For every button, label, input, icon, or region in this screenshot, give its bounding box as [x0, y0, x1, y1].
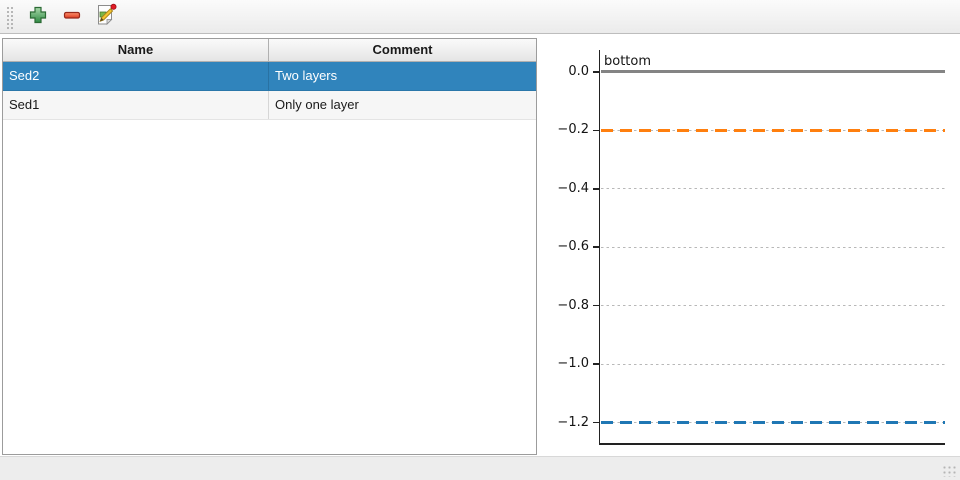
edit-button[interactable]	[91, 2, 121, 32]
toolbar-drag-handle[interactable]	[5, 4, 13, 29]
y-tick-label: −0.6	[557, 239, 589, 255]
y-tick-mark	[593, 363, 600, 365]
minus-icon	[61, 4, 83, 29]
table-header: Name Comment	[3, 39, 536, 62]
edit-pencil-icon	[94, 3, 118, 30]
cell-name: Sed2	[3, 62, 269, 90]
x-axis-spine	[598, 443, 945, 445]
table-row-sed2[interactable]: Sed2 Two layers	[3, 62, 536, 91]
y-tick-mark	[593, 246, 600, 248]
y-tick-mark	[593, 188, 600, 190]
y-axis-spine	[598, 50, 600, 444]
series-blue-dashed-level	[601, 421, 945, 425]
y-tick-label: −1.2	[557, 414, 589, 430]
series-bottom-level	[601, 70, 945, 74]
cell-comment: Only one layer	[275, 97, 359, 112]
column-header-name[interactable]: Name	[3, 39, 269, 61]
y-tick-label: −1.0	[557, 356, 589, 372]
gridline	[601, 188, 945, 190]
cell-name: Sed1	[3, 91, 269, 119]
y-tick-mark	[593, 129, 600, 132]
gridline	[601, 305, 945, 307]
cell-comment: Two layers	[275, 68, 338, 83]
y-tick-label: 0.0	[568, 63, 589, 79]
toolbar	[0, 0, 960, 34]
remove-button[interactable]	[57, 2, 87, 32]
y-tick-mark	[593, 304, 600, 307]
series-orange-dashed-level	[601, 128, 945, 132]
status-bar	[0, 456, 960, 480]
y-tick-label: −0.2	[557, 122, 589, 138]
gridline	[601, 363, 945, 365]
layer-depth-chart: 0.0 −0.2 −0.4 −0.6 −0.8 −1.0 −1.2 bottom	[538, 34, 960, 456]
column-header-comment[interactable]: Comment	[372, 42, 433, 57]
y-tick-mark	[593, 421, 600, 424]
table-row-sed1[interactable]: Sed1 Only one layer	[3, 91, 536, 120]
resize-grip-icon[interactable]	[941, 464, 957, 477]
y-tick-label: −0.4	[557, 180, 589, 196]
add-button[interactable]	[23, 2, 53, 32]
gridline	[601, 246, 945, 248]
plus-icon	[27, 4, 49, 29]
annotation-bottom-level: bottom	[604, 53, 652, 69]
y-tick-mark	[593, 71, 600, 73]
layers-table: Name Comment Sed2 Two layers Sed1 Only o…	[2, 38, 537, 455]
y-tick-label: −0.8	[557, 297, 589, 313]
